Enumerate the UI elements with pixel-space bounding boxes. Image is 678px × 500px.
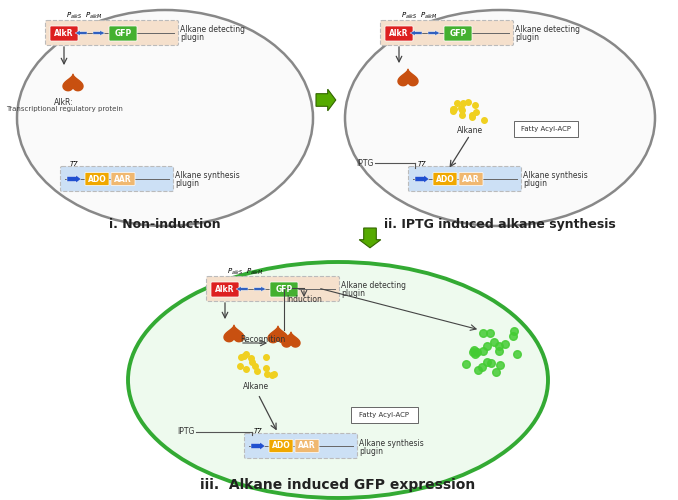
Text: Alkane detecting: Alkane detecting bbox=[341, 282, 406, 290]
Text: AAR: AAR bbox=[298, 442, 316, 450]
FancyArrow shape bbox=[251, 442, 265, 450]
Text: Recognition: Recognition bbox=[240, 336, 285, 344]
Text: plugin: plugin bbox=[180, 34, 204, 42]
Text: GFP: GFP bbox=[115, 29, 132, 38]
Text: ADO: ADO bbox=[436, 174, 454, 184]
Text: $P_{alkS}$: $P_{alkS}$ bbox=[66, 11, 82, 21]
Text: plugin: plugin bbox=[515, 34, 539, 42]
FancyBboxPatch shape bbox=[50, 26, 78, 41]
Text: T7: T7 bbox=[70, 161, 79, 167]
FancyBboxPatch shape bbox=[60, 166, 174, 192]
Text: Transcriptional regulatory protein: Transcriptional regulatory protein bbox=[5, 106, 123, 112]
Polygon shape bbox=[224, 326, 244, 342]
FancyArrow shape bbox=[67, 175, 81, 183]
FancyArrow shape bbox=[415, 175, 429, 183]
Ellipse shape bbox=[345, 10, 655, 226]
FancyBboxPatch shape bbox=[85, 172, 109, 186]
FancyBboxPatch shape bbox=[433, 172, 457, 186]
Text: Alkane detecting: Alkane detecting bbox=[180, 26, 245, 35]
Text: AlkR: AlkR bbox=[215, 285, 235, 294]
Text: GFP: GFP bbox=[275, 285, 293, 294]
Text: Fatty Acyl-ACP: Fatty Acyl-ACP bbox=[521, 126, 571, 132]
Polygon shape bbox=[316, 89, 336, 111]
FancyBboxPatch shape bbox=[245, 434, 357, 458]
Text: T7: T7 bbox=[254, 428, 262, 434]
Text: $P_{alkM}$: $P_{alkM}$ bbox=[420, 11, 438, 21]
FancyBboxPatch shape bbox=[109, 26, 137, 41]
FancyArrow shape bbox=[75, 30, 87, 36]
FancyBboxPatch shape bbox=[444, 26, 472, 41]
Text: AlkR: AlkR bbox=[54, 29, 74, 38]
Text: $P_{alkS}$: $P_{alkS}$ bbox=[401, 11, 417, 21]
Polygon shape bbox=[359, 228, 381, 248]
Text: Alkane synthesis: Alkane synthesis bbox=[359, 438, 424, 448]
Text: GFP: GFP bbox=[450, 29, 466, 38]
FancyArrow shape bbox=[254, 286, 266, 292]
Polygon shape bbox=[268, 326, 288, 342]
FancyBboxPatch shape bbox=[351, 407, 418, 423]
FancyBboxPatch shape bbox=[111, 172, 135, 186]
Ellipse shape bbox=[17, 10, 313, 226]
Text: plugin: plugin bbox=[523, 180, 547, 188]
Text: AlkR: AlkR bbox=[389, 29, 409, 38]
Polygon shape bbox=[398, 70, 418, 86]
FancyBboxPatch shape bbox=[409, 166, 521, 192]
FancyBboxPatch shape bbox=[45, 20, 178, 46]
Text: plugin: plugin bbox=[175, 180, 199, 188]
Text: Alkane synthesis: Alkane synthesis bbox=[175, 172, 240, 180]
Text: Alkane synthesis: Alkane synthesis bbox=[523, 172, 588, 180]
Ellipse shape bbox=[128, 262, 548, 498]
Text: T7: T7 bbox=[418, 161, 426, 167]
Text: AlkR:: AlkR: bbox=[54, 98, 74, 107]
Text: Induction: Induction bbox=[286, 296, 322, 304]
FancyArrow shape bbox=[236, 286, 248, 292]
Text: ADO: ADO bbox=[272, 442, 290, 450]
Polygon shape bbox=[63, 74, 83, 90]
FancyBboxPatch shape bbox=[459, 172, 483, 186]
Text: Alkane detecting: Alkane detecting bbox=[515, 26, 580, 35]
FancyArrow shape bbox=[410, 30, 422, 36]
Text: AAR: AAR bbox=[114, 174, 132, 184]
Text: Alkane: Alkane bbox=[243, 382, 269, 391]
FancyBboxPatch shape bbox=[211, 282, 239, 297]
Text: $P_{alkS}$: $P_{alkS}$ bbox=[227, 267, 243, 277]
Text: $P_{alkM}$: $P_{alkM}$ bbox=[246, 267, 264, 277]
FancyArrow shape bbox=[93, 30, 105, 36]
FancyBboxPatch shape bbox=[295, 440, 319, 452]
Text: $P_{alkM}$: $P_{alkM}$ bbox=[85, 11, 103, 21]
FancyBboxPatch shape bbox=[380, 20, 513, 46]
Text: plugin: plugin bbox=[359, 446, 383, 456]
FancyBboxPatch shape bbox=[269, 440, 293, 452]
Text: i. Non-induction: i. Non-induction bbox=[109, 218, 221, 231]
FancyArrow shape bbox=[428, 30, 440, 36]
Text: IPTG: IPTG bbox=[357, 158, 374, 168]
Text: Alkane: Alkane bbox=[457, 126, 483, 135]
FancyBboxPatch shape bbox=[270, 282, 298, 297]
FancyBboxPatch shape bbox=[207, 276, 340, 301]
Text: ADO: ADO bbox=[87, 174, 106, 184]
Polygon shape bbox=[282, 332, 300, 347]
Text: ii. IPTG induced alkane synthesis: ii. IPTG induced alkane synthesis bbox=[384, 218, 616, 231]
Text: iii.  Alkane induced GFP expression: iii. Alkane induced GFP expression bbox=[201, 478, 476, 492]
Text: plugin: plugin bbox=[341, 290, 365, 298]
FancyBboxPatch shape bbox=[514, 121, 578, 137]
Text: AAR: AAR bbox=[462, 174, 480, 184]
Text: Fatty Acyl-ACP: Fatty Acyl-ACP bbox=[359, 412, 409, 418]
FancyBboxPatch shape bbox=[385, 26, 413, 41]
Text: IPTG: IPTG bbox=[178, 428, 195, 436]
